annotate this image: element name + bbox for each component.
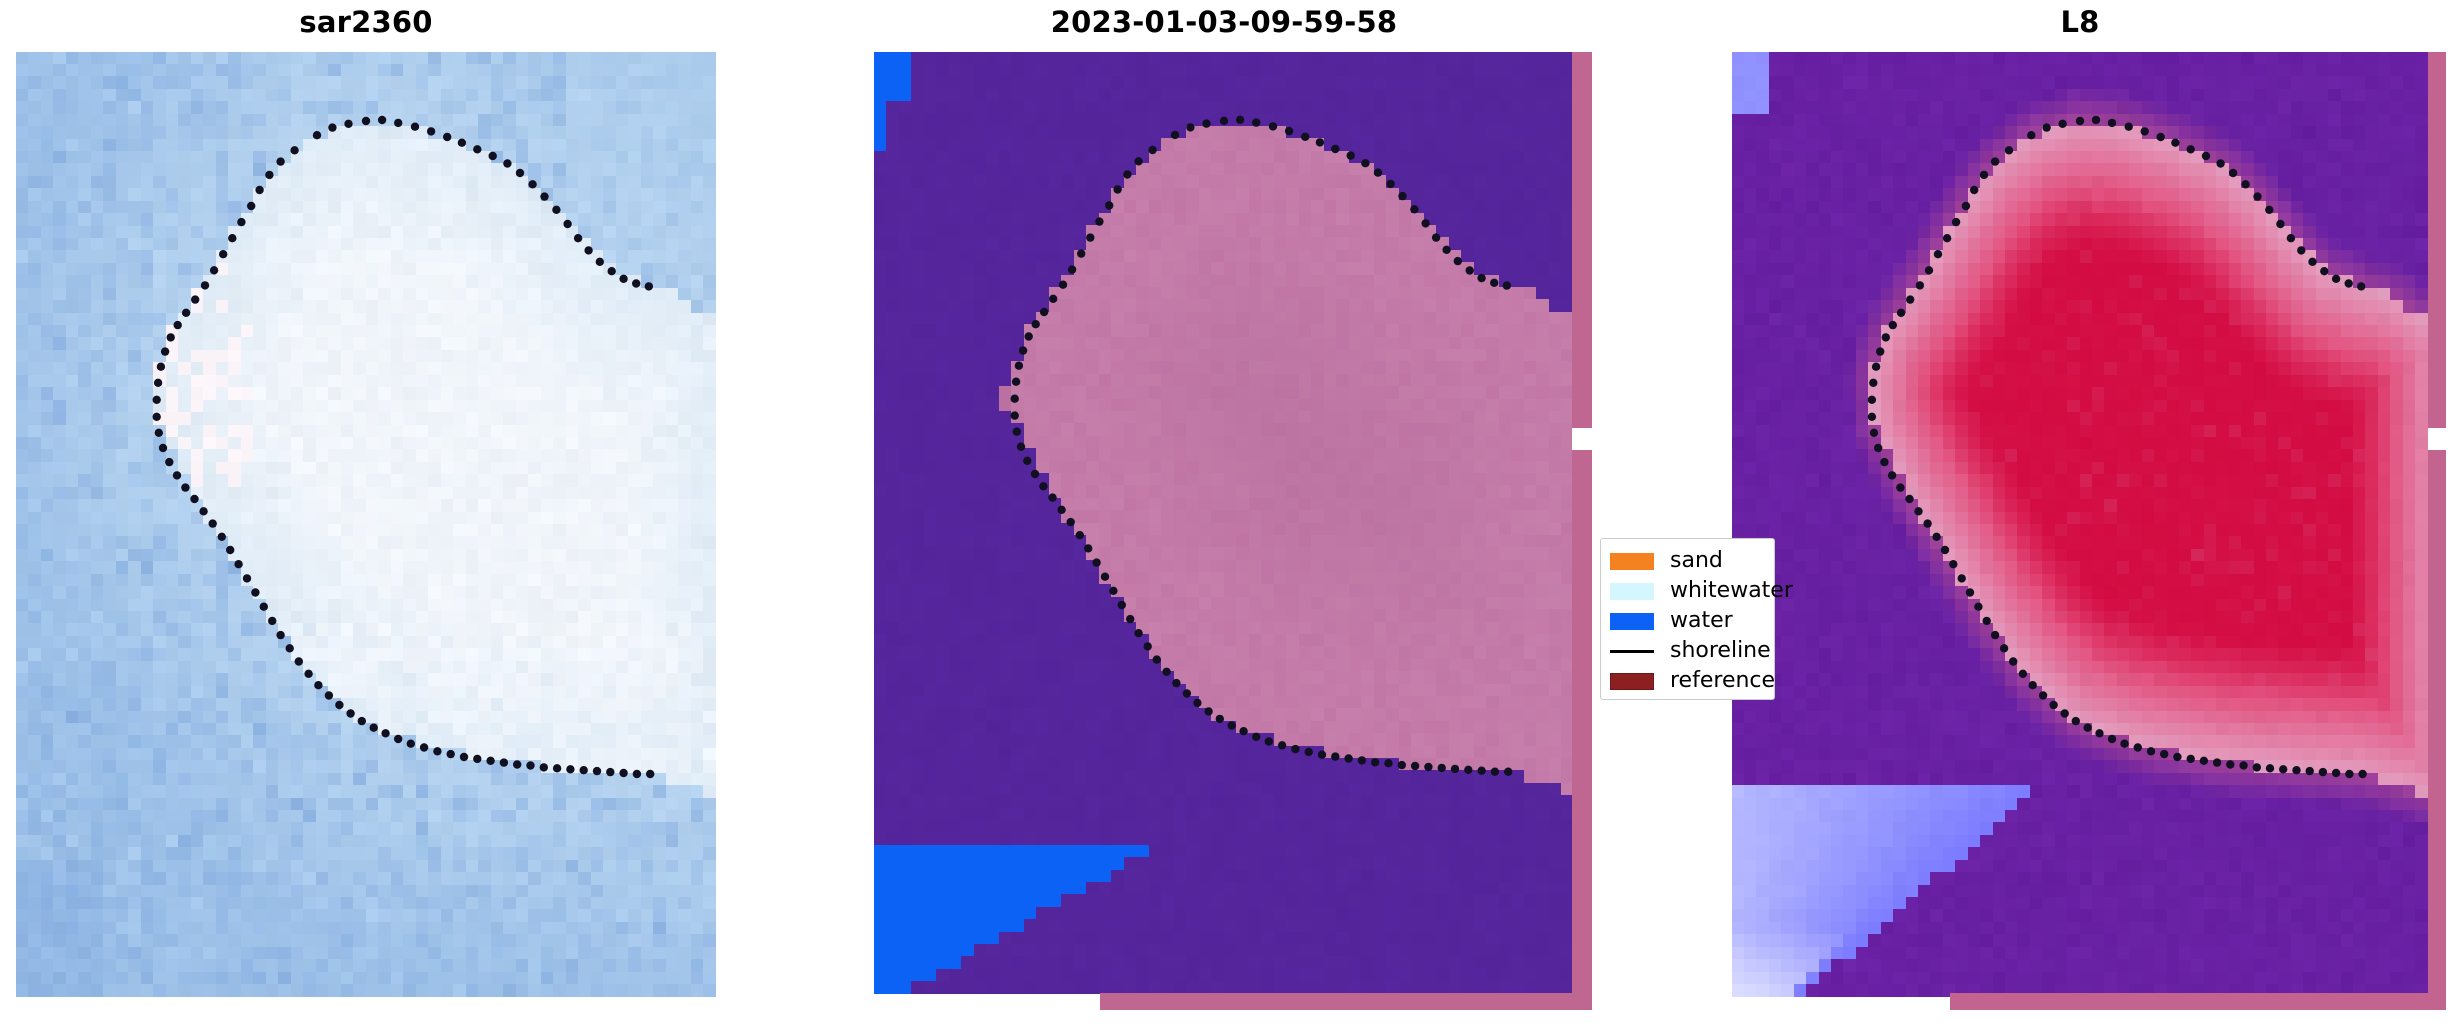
reference-strip-right-l8 bbox=[2428, 52, 2446, 1010]
l8-raster-image bbox=[1732, 52, 2428, 997]
legend-color-swatch-water bbox=[1610, 612, 1654, 630]
reference-strip-bottom-l8 bbox=[1950, 993, 2446, 1010]
classification-raster-image bbox=[874, 52, 1574, 994]
legend-label-sand: sand bbox=[1670, 548, 1723, 573]
reference-strip-notch bbox=[2428, 428, 2446, 450]
legend-item-whitewater: whitewater bbox=[1610, 576, 1793, 606]
panel-title-sar: sar2360 bbox=[299, 5, 433, 39]
sar-panel bbox=[16, 52, 716, 997]
reference-strip-notch bbox=[1572, 428, 1592, 450]
legend-label-shoreline: shoreline bbox=[1670, 638, 1771, 663]
legend-color-swatch-reference bbox=[1610, 672, 1654, 690]
legend-color-swatch-sand bbox=[1610, 552, 1654, 570]
legend-label-water: water bbox=[1670, 608, 1733, 633]
l8-panel bbox=[1732, 52, 2428, 997]
legend-box: sand whitewater water shoreline reference bbox=[1600, 538, 1793, 700]
legend-item-shoreline: shoreline bbox=[1610, 636, 1771, 666]
classified-panel bbox=[874, 52, 1574, 994]
legend-item-sand: sand bbox=[1610, 546, 1765, 576]
reference-strip-bottom-classified bbox=[1100, 993, 1592, 1010]
legend-label-reference: reference bbox=[1670, 668, 1776, 693]
panel-title-l8: L8 bbox=[2060, 5, 2100, 39]
sar-raster-image bbox=[16, 52, 716, 997]
panel-title-classified: 2023-01-03-09-59-58 bbox=[1050, 5, 1398, 39]
legend-line-swatch-shoreline bbox=[1610, 649, 1654, 653]
reference-strip-right-classified bbox=[1572, 52, 1592, 1010]
legend-item-water: water bbox=[1610, 606, 1765, 636]
legend-color-swatch-whitewater bbox=[1610, 582, 1654, 600]
legend-item-reference: reference bbox=[1610, 666, 1775, 696]
legend-label-whitewater: whitewater bbox=[1670, 578, 1793, 603]
